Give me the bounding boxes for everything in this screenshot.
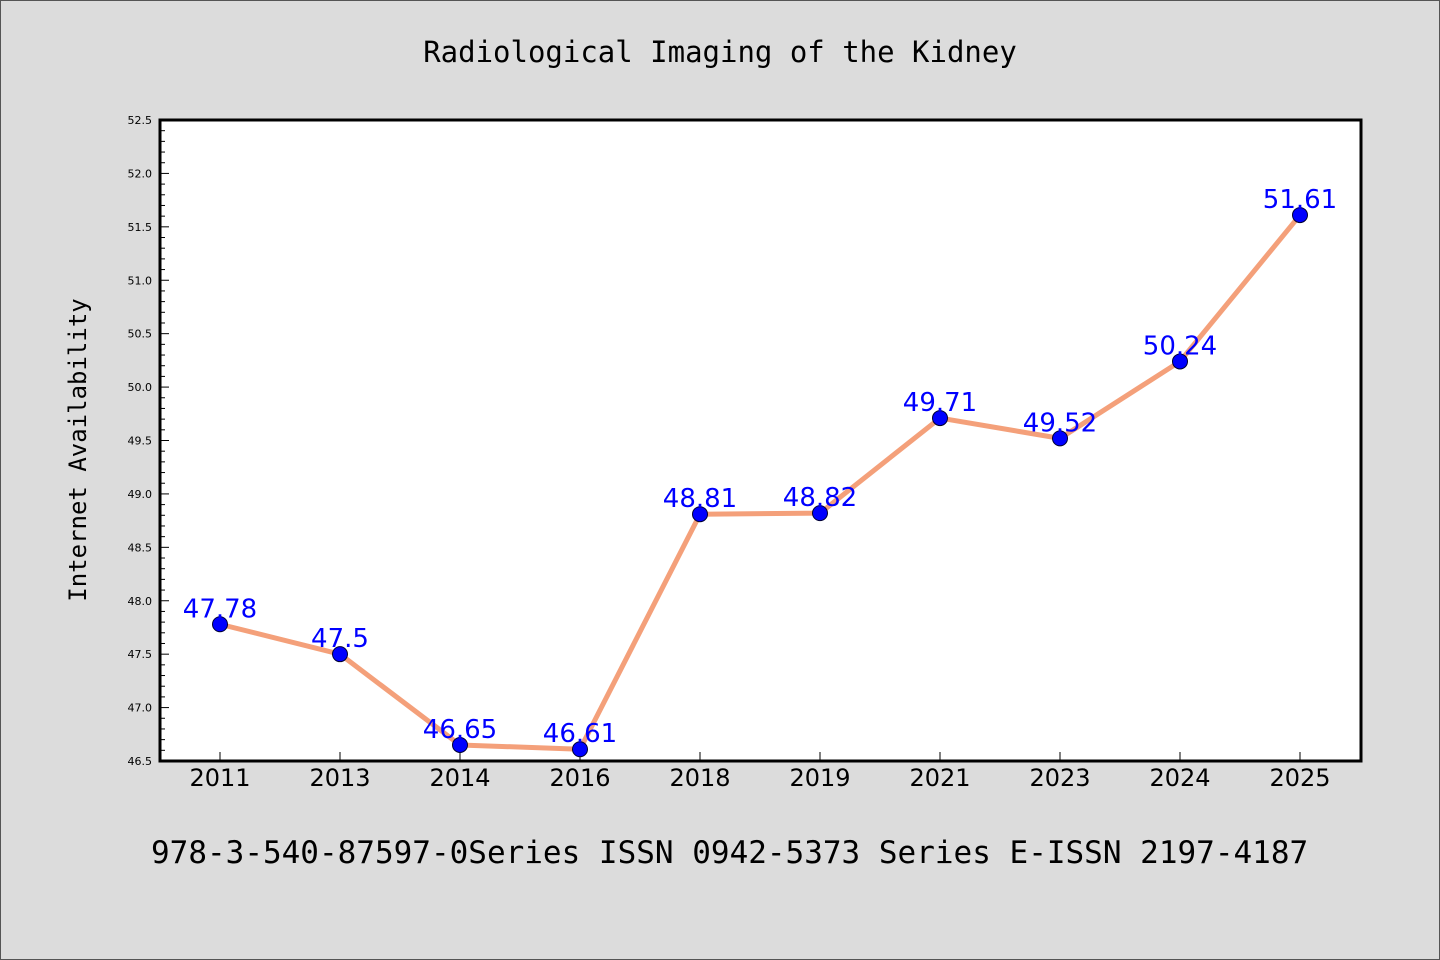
y-axis-ticks: 46.5 47.0 47.5 48.0 48.5 49.0 49.5 50.0 50.5 51.0… [128,114,169,768]
x-tick-label: 2024 [1149,764,1210,792]
y-tick-label: 50.5 [128,328,153,341]
y-tick-label: 47.0 [128,702,153,715]
y-tick-label: 50.0 [128,381,153,394]
y-tick-label: 52.0 [128,167,153,180]
data-point-marker [812,505,828,522]
y-tick-label: 48.0 [128,595,153,608]
data-point-marker [332,646,348,663]
y-tick-label: 47.5 [128,648,153,661]
data-point-label: 47.5 [311,624,369,654]
y-tick-label: 52.5 [128,114,153,127]
data-point-marker [1172,353,1188,370]
x-tick-label: 2019 [789,764,850,792]
data-markers [212,207,1308,758]
data-point-label: 48.81 [663,484,737,514]
y-axis-label: Internet Availability [64,298,92,601]
x-tick-label: 2025 [1269,764,1330,792]
x-tick-label: 2014 [429,764,490,792]
footer-text: 978-3-540-87597-0Series ISSN 0942-5373 S… [151,835,1309,871]
x-tick-label: 2013 [309,764,370,792]
y-tick-label: 46.5 [128,755,153,768]
data-point-label: 51.61 [1263,185,1337,215]
y-tick-label: 49.5 [128,435,153,448]
y-tick-label: 51.5 [128,221,153,234]
x-tick-label: 2023 [1029,764,1090,792]
data-point-marker [692,506,708,523]
chart-title: Radiological Imaging of the Kidney [423,35,1017,69]
data-point-label: 50.24 [1143,331,1217,361]
data-point-marker [452,736,468,753]
x-tick-label: 2018 [669,764,730,792]
data-point-marker [572,741,588,758]
data-point-marker [932,410,948,427]
x-tick-label: 2011 [189,764,250,792]
data-point-label: 49.52 [1023,408,1097,438]
series-line [217,212,1303,752]
y-tick-label: 51.0 [128,274,153,287]
x-axis-ticks: 2011 2013 2014 2016 2018 2019 2021 2023 2024 2025 [189,752,1331,792]
y-tick-label: 48.5 [128,541,153,554]
data-point-label: 46.65 [423,715,497,745]
data-point-marker [1292,207,1308,224]
data-point-marker [1052,430,1068,447]
data-point-label: 47.78 [183,594,257,624]
y-tick-label: 49.0 [128,488,153,501]
data-point-marker [212,616,228,633]
x-tick-label: 2021 [909,764,970,792]
plot-area [158,118,1363,763]
x-tick-label: 2016 [549,764,610,792]
data-point-label: 49.71 [903,388,977,418]
data-point-label: 46.61 [543,719,617,749]
data-point-label: 48.82 [783,483,857,513]
data-labels: 47.78 47.5 46.65 46.61 48.81 48.82 49.71 49.52 5… [183,185,1337,749]
